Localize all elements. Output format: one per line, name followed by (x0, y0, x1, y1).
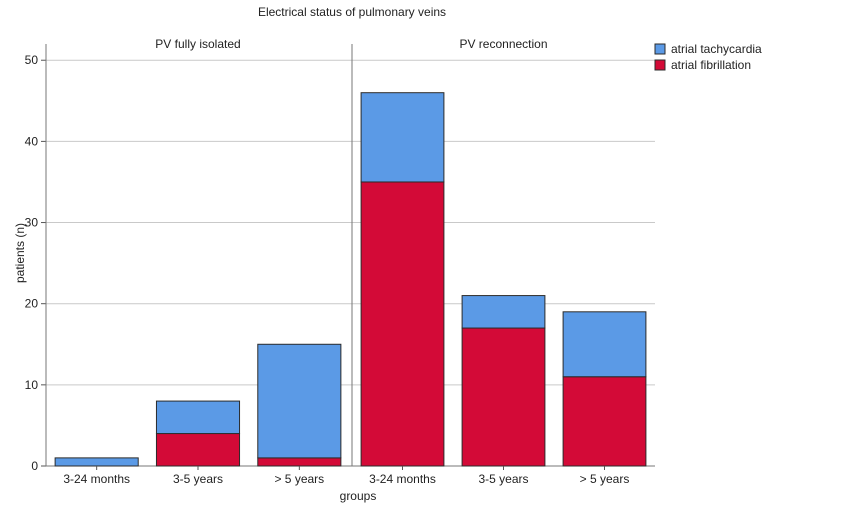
bar-segment (54, 457, 139, 467)
bar-segment (257, 457, 342, 467)
x-tick-label: > 5 years (274, 472, 324, 486)
legend-label: atrial tachycardia (671, 42, 762, 56)
x-axis-label: groups (340, 489, 377, 503)
y-tick-label: 0 (31, 459, 38, 473)
y-tick-label: 20 (25, 297, 39, 311)
y-tick-label: 30 (25, 216, 39, 230)
bar-segment (562, 311, 647, 378)
panel-title: PV fully isolated (155, 37, 240, 51)
legend: atrial tachycardia atrial fibrillation (654, 42, 762, 72)
legend-label: atrial fibrillation (671, 58, 751, 72)
x-tick-label: > 5 years (580, 472, 630, 486)
bar-segment (461, 295, 546, 329)
x-tick-label: 3-5 years (173, 472, 223, 486)
x-tick-label: 3-5 years (478, 472, 528, 486)
y-axis-label: patients (n) (13, 223, 27, 283)
plot-area: 0 10 20 30 40 50 PV fully isolated 3-24 months 3… (25, 37, 655, 486)
y-tick-label: 50 (25, 53, 39, 67)
panel-title: PV reconnection (459, 37, 547, 51)
x-tick-label: 3-24 months (369, 472, 436, 486)
bar-segment (562, 376, 647, 467)
legend-swatch (654, 43, 666, 55)
bar-segment (360, 92, 445, 183)
bar-segment (155, 433, 241, 467)
x-tick-label: 3-24 months (63, 472, 130, 486)
bar-segment (257, 343, 342, 459)
y-tick-label: 10 (25, 378, 39, 392)
y-tick-label: 40 (25, 134, 39, 148)
legend-swatch (654, 59, 666, 71)
bar-segment (360, 181, 445, 467)
bar-segment (461, 327, 546, 467)
bar-segment (155, 400, 241, 435)
chart-title: Electrical status of pulmonary veins (258, 5, 446, 19)
